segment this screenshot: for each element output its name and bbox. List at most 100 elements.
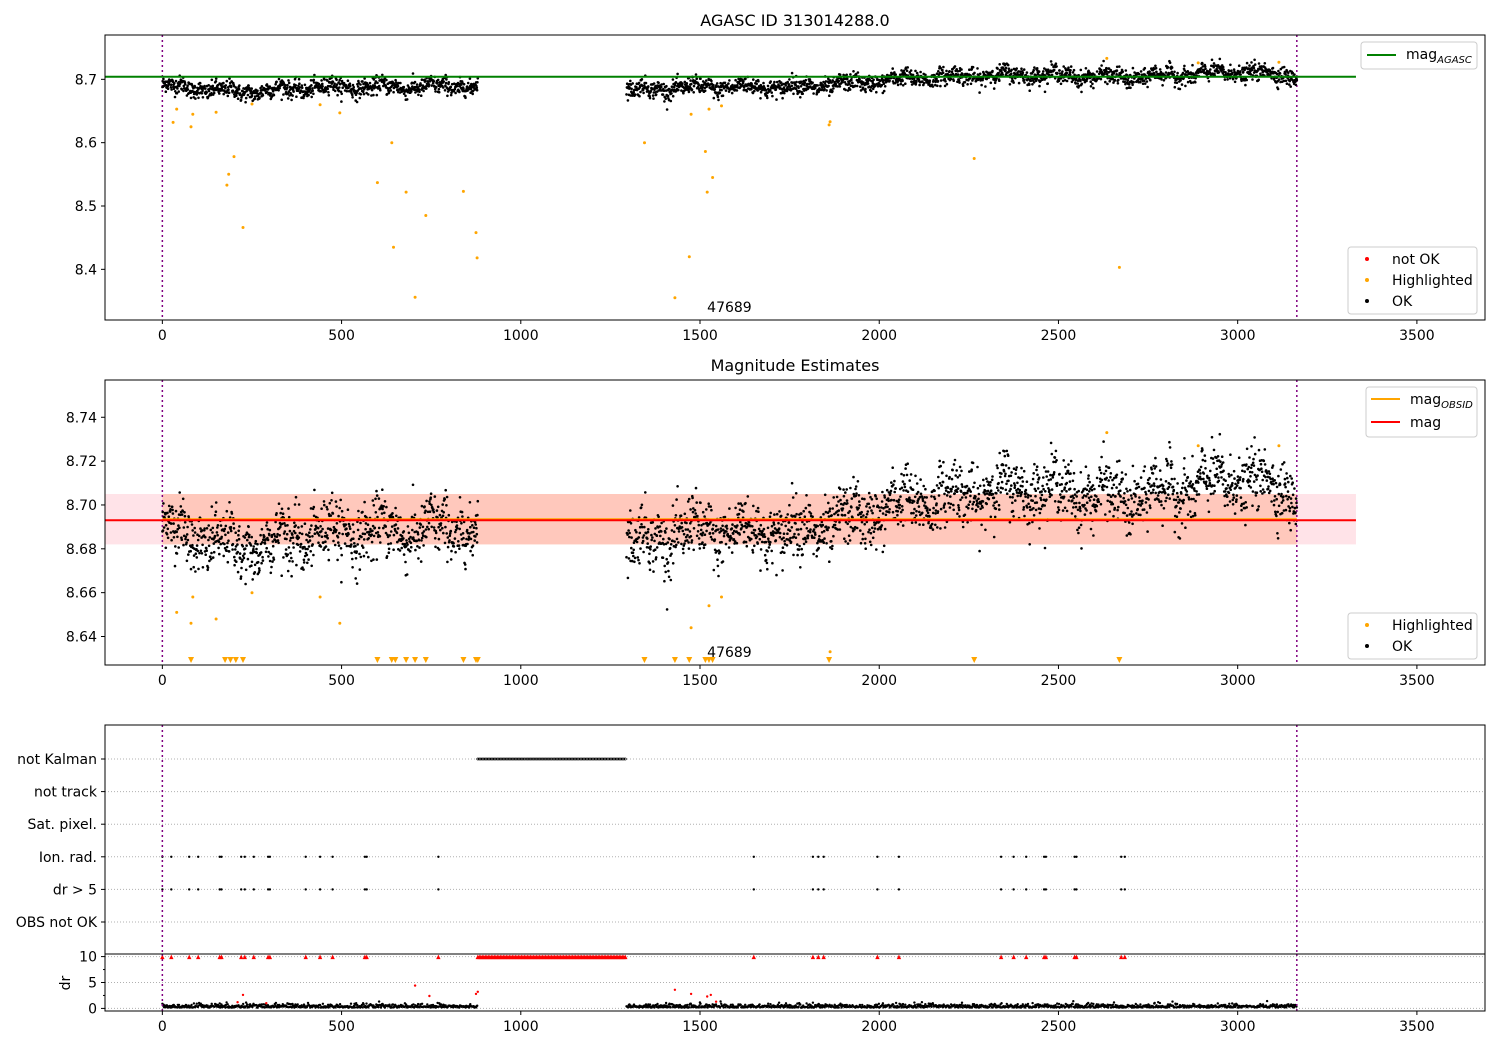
- ok-point: [317, 534, 321, 537]
- ok-point: [996, 67, 999, 70]
- ok-point: [802, 509, 805, 513]
- ok-point: [263, 535, 266, 538]
- ok-point: [178, 84, 181, 88]
- ok-point: [178, 491, 181, 494]
- ok-point: [458, 496, 462, 499]
- ok-point: [915, 79, 918, 83]
- ok-point: [893, 479, 896, 483]
- ok-point: [1242, 70, 1245, 74]
- ok-point: [190, 523, 194, 526]
- ok-point: [166, 536, 170, 540]
- ok-point: [647, 528, 650, 531]
- ok-point: [229, 85, 233, 89]
- ok-point: [823, 87, 826, 91]
- ok-point: [836, 85, 840, 88]
- ok-point: [648, 552, 651, 556]
- ok-point: [801, 553, 804, 556]
- ok-point: [883, 85, 887, 88]
- ok-point: [766, 567, 769, 571]
- ok-point: [718, 91, 722, 95]
- ok-point: [231, 548, 234, 551]
- ok-point: [1139, 70, 1143, 73]
- ok-point: [885, 488, 889, 492]
- ok-point: [794, 522, 797, 525]
- ok-point: [992, 504, 995, 507]
- ok-point: [934, 523, 937, 527]
- ok-point: [1271, 66, 1275, 70]
- ok-point: [161, 529, 165, 532]
- ok-point: [875, 497, 878, 501]
- legend-label-subscript: AGASC: [1436, 55, 1472, 66]
- ok-point: [662, 537, 665, 541]
- ok-point: [379, 88, 382, 92]
- ok-point: [991, 69, 994, 73]
- ok-point: [291, 536, 295, 539]
- ok-point: [913, 507, 916, 511]
- ok-point: [1154, 66, 1158, 70]
- ok-point: [180, 88, 184, 91]
- ok-point: [865, 512, 869, 516]
- ok-point: [791, 496, 795, 499]
- ok-point: [800, 547, 803, 551]
- ok-point: [287, 546, 291, 549]
- ok-point: [699, 77, 702, 80]
- ok-point: [1109, 68, 1113, 72]
- ok-point: [702, 546, 706, 550]
- ok-point: [730, 527, 734, 530]
- ok-point: [1131, 66, 1135, 70]
- ok-point: [689, 508, 692, 511]
- ok-point: [682, 532, 686, 536]
- ok-point: [253, 97, 257, 101]
- ok-point: [696, 530, 700, 533]
- ok-point: [828, 507, 832, 511]
- ok-point: [874, 494, 877, 498]
- ok-point: [193, 531, 197, 534]
- ok-point: [1079, 68, 1083, 72]
- ok-point: [736, 84, 739, 87]
- ok-point: [932, 506, 935, 510]
- ok-point: [831, 89, 834, 93]
- ok-point: [846, 89, 850, 92]
- ok-point: [247, 84, 250, 87]
- ok-point: [334, 500, 338, 503]
- ok-point: [277, 541, 280, 545]
- ok-point: [961, 84, 965, 87]
- ok-point: [1252, 66, 1256, 70]
- ok-point: [447, 513, 451, 517]
- ok-point: [385, 555, 389, 558]
- ok-point: [175, 552, 179, 555]
- ok-point: [863, 83, 866, 87]
- ok-point: [1032, 68, 1035, 72]
- ok-point: [449, 529, 453, 533]
- ok-point: [700, 533, 704, 537]
- ok-point: [881, 490, 884, 494]
- ok-point: [668, 546, 672, 550]
- ok-point: [207, 544, 211, 548]
- ok-point: [984, 528, 987, 532]
- ok-point: [672, 530, 676, 534]
- ok-point: [327, 558, 331, 562]
- ok-point: [1071, 71, 1075, 74]
- ok-point: [900, 472, 903, 476]
- ok-point: [164, 90, 168, 93]
- ok-point: [921, 499, 925, 503]
- ok-point: [997, 489, 1000, 492]
- ok-point: [316, 84, 320, 88]
- ok-point: [1207, 80, 1211, 83]
- ok-point: [191, 529, 194, 532]
- ok-point: [844, 491, 847, 494]
- ok-point: [804, 78, 808, 82]
- highlighted-point: [318, 103, 322, 107]
- ok-point: [822, 512, 825, 516]
- ok-point: [939, 66, 942, 70]
- ok-point: [434, 545, 437, 549]
- ok-point: [926, 511, 930, 515]
- ok-point: [457, 540, 460, 543]
- ok-point: [786, 532, 789, 535]
- highlighted-point: [189, 125, 193, 129]
- ok-point: [827, 526, 830, 529]
- ok-point: [955, 490, 959, 494]
- ok-point: [807, 82, 811, 86]
- ok-point: [774, 88, 778, 91]
- ok-point: [1059, 82, 1063, 86]
